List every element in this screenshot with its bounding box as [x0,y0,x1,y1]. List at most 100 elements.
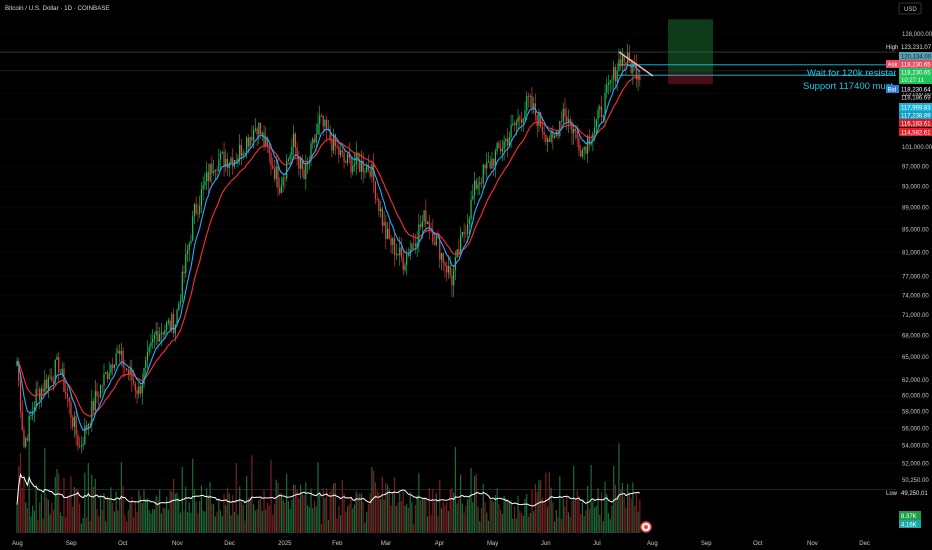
candle [513,120,516,132]
volume-bar [263,489,265,533]
volume-bar [470,467,472,533]
candle [223,142,225,177]
volume-bar [124,515,126,533]
candle [374,181,376,205]
candle [420,215,422,230]
volume-bar [16,504,18,533]
price-tick-label: 50,250.00 [902,478,929,484]
candle [105,372,107,375]
volume-bar [426,516,429,533]
candle [145,356,147,378]
candle [199,195,201,218]
volume-bar [249,497,251,533]
position-stop-zone[interactable] [668,72,713,85]
support-annotation[interactable]: Support 117400 must hold [803,81,914,92]
volume-bar [207,495,209,533]
resistance-annotation[interactable]: Wait for 120k resistance [807,68,909,79]
volume-bar [433,501,436,533]
volume-bar [472,502,474,533]
volume-bar [251,455,253,533]
candle [249,136,251,150]
symbol-title[interactable]: Bitcoin / U.S. Dollar · 1D · COINBASE [5,5,110,12]
volume-bar [331,488,333,533]
candle [574,125,577,140]
volume-bar [435,493,437,533]
candle [460,226,462,256]
candle [609,80,611,93]
time-axis[interactable]: Aug Sep Oct Nov Dec 2025 Feb Mar Apr May Jun Jul Aug… [12,541,870,547]
volume-bar [127,510,129,533]
volume-bar [432,488,434,533]
candle [397,253,399,257]
volume-bar [574,499,577,533]
volume-bar [519,510,521,533]
volume-bar [416,495,418,533]
volume-bar [477,506,479,533]
volume-bar [216,511,218,533]
volume-ma-line [16,472,641,507]
volume-bar [498,504,500,533]
price-tick-label: 68,000.00 [902,334,929,340]
volume-bar [195,501,197,533]
volume-bar [390,505,392,533]
candle [543,123,545,142]
volume-bar [378,492,380,533]
time-tick-label: Dec [859,541,870,547]
badge-ask-top: 120,134.00 [899,52,932,61]
volume-bar [197,513,199,533]
volume-bar [353,504,356,533]
candle [388,221,390,240]
candle [600,95,603,123]
volume-bar [157,497,159,533]
candle [541,116,543,139]
price-tick-label: 71,000.00 [902,313,929,319]
volume-bar [418,473,420,533]
volume-bar [77,488,79,533]
candle [124,359,126,377]
candle [493,158,495,176]
currency-button[interactable]: USD [898,2,922,15]
candle [585,145,587,155]
position-tool[interactable] [668,19,713,85]
volume-bar [94,478,96,533]
volume-bar [486,512,488,533]
time-tick-label: Sep [701,541,712,547]
volume-bar [345,512,347,533]
candle [256,126,258,147]
candle [336,140,338,150]
volume-bar [555,509,557,533]
volume-bar [456,503,458,533]
volume-bar [600,492,603,533]
candle [621,47,624,76]
time-tick-label: Jun [541,541,551,547]
badge-last-price: 118,230.65 10:27:11 [899,68,932,84]
horizontal-levels[interactable] [0,51,896,490]
candle [446,261,448,282]
svg-text:117,969.83: 117,969.83 [901,106,931,112]
svg-text:10:27:11: 10:27:11 [901,78,925,84]
candle [599,104,601,119]
volume-bar [366,511,368,533]
candle [395,243,397,261]
candle [553,132,556,140]
candle [68,397,70,415]
volume-bar [585,510,587,533]
alert-icon[interactable] [640,521,652,533]
candle [428,214,430,240]
volume-bar [54,476,56,533]
position-target-zone[interactable] [668,19,713,73]
candle [463,222,465,243]
volume-bar [244,520,246,533]
volume-bar [491,499,493,533]
volume-bar [193,489,196,533]
trendline[interactable] [618,51,654,77]
badge-ema-c: 116,183.61 [899,119,932,128]
volume-bar [80,523,82,533]
candle [606,77,608,99]
candle [487,151,490,164]
volume-ma [16,472,641,507]
volume-bar [63,477,65,533]
price-tick-label: 74,000.00 [902,293,929,299]
